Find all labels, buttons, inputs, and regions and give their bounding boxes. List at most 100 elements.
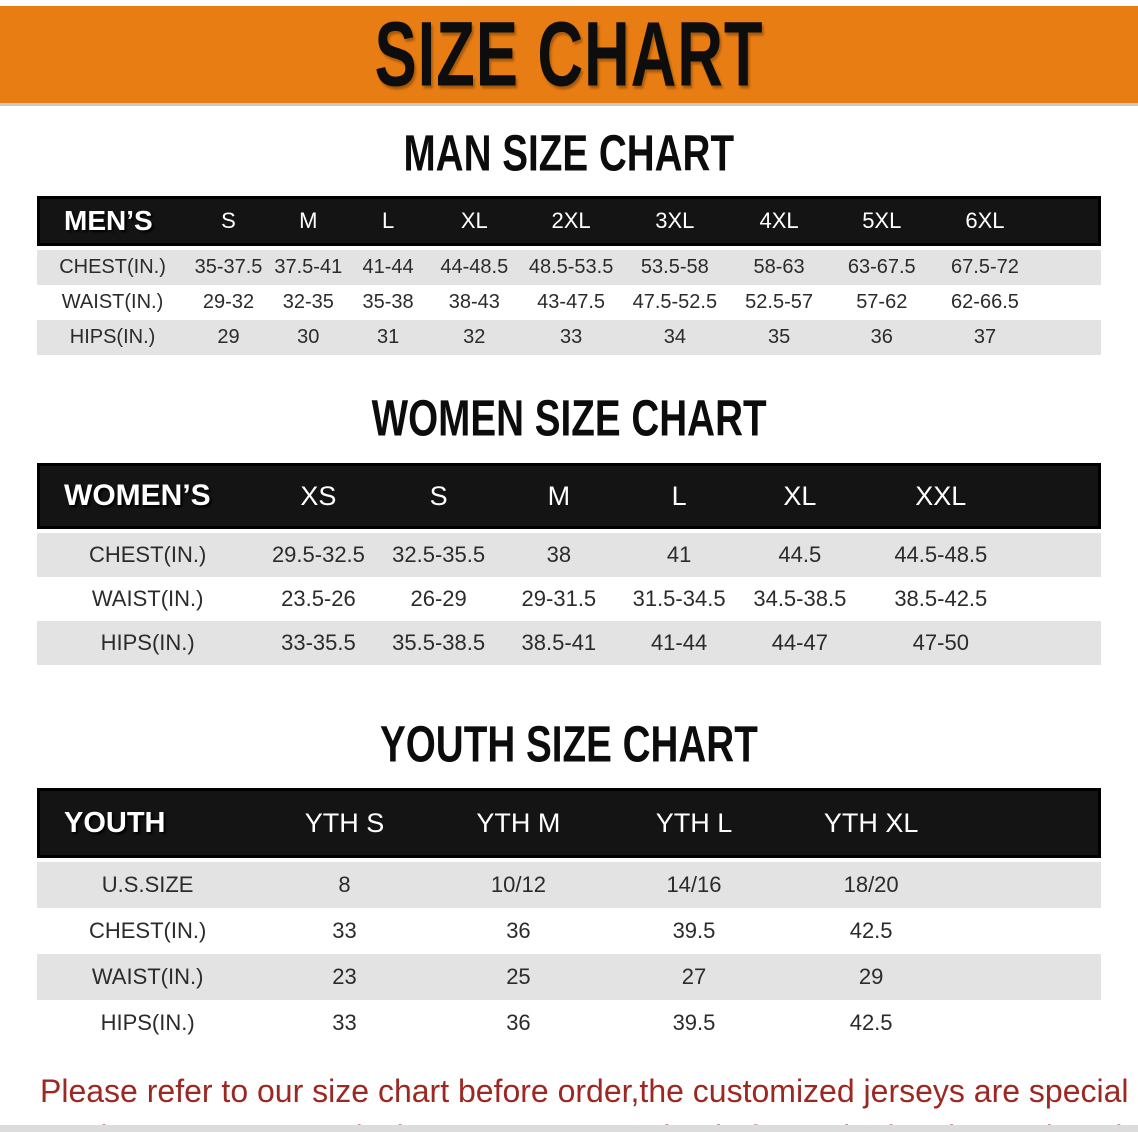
row-spacer [960, 858, 1101, 908]
size-value-cell: 42.5 [781, 908, 961, 954]
size-column-header: XS [258, 463, 379, 529]
size-value-cell: 18/20 [781, 858, 961, 908]
size-value-cell: 38-43 [428, 285, 521, 320]
size-value-cell: 32.5-35.5 [378, 529, 499, 577]
table-row-chest: CHEST(IN.) 29.5-32.5 32.5-35.5 38 41 44.… [37, 529, 1101, 577]
size-value-cell: 29.5-32.5 [258, 529, 379, 577]
table-row-hips: HIPS(IN.) 33-35.5 35.5-38.5 38.5-41 41-4… [37, 621, 1101, 665]
size-value-cell: 10/12 [430, 858, 607, 908]
size-column-header: M [498, 463, 619, 529]
size-value-cell: 44.5 [739, 529, 861, 577]
row-spacer [1037, 246, 1101, 285]
page-title: SIZE CHART [374, 3, 764, 106]
size-value-cell: 34 [622, 320, 728, 355]
size-value-cell: 35-38 [347, 285, 429, 320]
youth-size-table: YOUTH YTH S YTH M YTH L YTH XL U.S.SIZE … [37, 788, 1101, 1046]
size-column-header: S [378, 463, 499, 529]
table-row-waist: WAIST(IN.) 29-32 32-35 35-38 38-43 43-47… [37, 285, 1101, 320]
size-value-cell: 29-31.5 [498, 577, 619, 621]
women-section-heading: WOMEN SIZE CHART [371, 389, 767, 447]
row-spacer [1021, 529, 1101, 577]
table-row-chest: CHEST(IN.) 33 36 39.5 42.5 [37, 908, 1101, 954]
header-spacer [1021, 463, 1101, 529]
size-column-header: 3XL [622, 196, 728, 246]
size-column-header: XL [739, 463, 861, 529]
size-value-cell: 43-47.5 [520, 285, 623, 320]
size-value-cell: 33 [258, 1000, 431, 1046]
size-value-cell: 44.5-48.5 [860, 529, 1022, 577]
youth-section-heading: YOUTH SIZE CHART [380, 715, 758, 773]
size-column-header: YTH L [606, 788, 782, 858]
size-value-cell: 41-44 [618, 621, 740, 665]
youth-header-row: YOUTH YTH S YTH M YTH L YTH XL [37, 788, 1101, 858]
size-value-cell: 35.5-38.5 [378, 621, 499, 665]
size-value-cell: 23 [258, 954, 431, 1000]
size-column-header: YTH XL [781, 788, 961, 858]
size-value-cell: 32 [428, 320, 521, 355]
header-spacer [1037, 196, 1101, 246]
row-label: U.S.SIZE [37, 858, 259, 908]
size-value-cell: 44-47 [739, 621, 861, 665]
size-value-cell: 41 [618, 529, 740, 577]
size-value-cell: 14/16 [606, 858, 782, 908]
row-label: HIPS(IN.) [37, 621, 259, 665]
size-value-cell: 34.5-38.5 [739, 577, 861, 621]
size-column-header: YTH S [258, 788, 431, 858]
size-value-cell: 38 [498, 529, 619, 577]
size-value-cell: 36 [430, 1000, 607, 1046]
size-column-header: 2XL [520, 196, 623, 246]
size-value-cell: 31.5-34.5 [618, 577, 740, 621]
row-spacer [1021, 577, 1101, 621]
size-value-cell: 35 [727, 320, 831, 355]
row-label: CHEST(IN.) [37, 908, 259, 954]
mens-table-label: MEN’S [37, 196, 189, 246]
size-value-cell: 30 [268, 320, 348, 355]
banner: SIZE CHART [0, 3, 1138, 106]
size-value-cell: 25 [430, 954, 607, 1000]
row-label: WAIST(IN.) [37, 954, 259, 1000]
size-column-header: L [618, 463, 740, 529]
row-spacer [1021, 621, 1101, 665]
size-value-cell: 38.5-41 [498, 621, 619, 665]
header-spacer [960, 788, 1101, 858]
size-value-cell: 44-48.5 [428, 246, 521, 285]
size-value-cell: 8 [258, 858, 431, 908]
size-value-cell: 39.5 [606, 1000, 782, 1046]
row-label: HIPS(IN.) [37, 320, 189, 355]
size-column-header: L [347, 196, 429, 246]
size-value-cell: 62-66.5 [932, 285, 1038, 320]
row-label: CHEST(IN.) [37, 529, 259, 577]
row-spacer [1037, 285, 1101, 320]
size-value-cell: 38.5-42.5 [860, 577, 1022, 621]
size-value-cell: 32-35 [268, 285, 348, 320]
size-value-cell: 67.5-72 [932, 246, 1038, 285]
mens-header-row: MEN’S S M L XL 2XL 3XL 4XL 5XL 6XL [37, 196, 1101, 246]
mens-size-table: MEN’S S M L XL 2XL 3XL 4XL 5XL 6XL CHEST… [37, 196, 1101, 355]
size-value-cell: 52.5-57 [727, 285, 831, 320]
size-value-cell: 33 [520, 320, 623, 355]
size-value-cell: 57-62 [830, 285, 933, 320]
bottom-divider [0, 1125, 1138, 1132]
size-value-cell: 23.5-26 [258, 577, 379, 621]
size-value-cell: 33 [258, 908, 431, 954]
row-spacer [1037, 320, 1101, 355]
size-value-cell: 47-50 [860, 621, 1022, 665]
man-section-heading: MAN SIZE CHART [403, 124, 735, 182]
youth-table-label: YOUTH [37, 788, 259, 858]
size-column-header: 5XL [830, 196, 933, 246]
size-column-header: XXL [860, 463, 1022, 529]
row-label: CHEST(IN.) [37, 246, 189, 285]
size-value-cell: 35-37.5 [188, 246, 269, 285]
row-spacer [960, 908, 1101, 954]
size-value-cell: 48.5-53.5 [520, 246, 623, 285]
size-value-cell: 36 [430, 908, 607, 954]
size-value-cell: 33-35.5 [258, 621, 379, 665]
row-spacer [960, 954, 1101, 1000]
size-value-cell: 47.5-52.5 [622, 285, 728, 320]
size-value-cell: 27 [606, 954, 782, 1000]
table-row-us-size: U.S.SIZE 8 10/12 14/16 18/20 [37, 858, 1101, 908]
table-row-waist: WAIST(IN.) 23 25 27 29 [37, 954, 1101, 1000]
size-value-cell: 42.5 [781, 1000, 961, 1046]
size-column-header: M [268, 196, 348, 246]
row-label: WAIST(IN.) [37, 285, 189, 320]
